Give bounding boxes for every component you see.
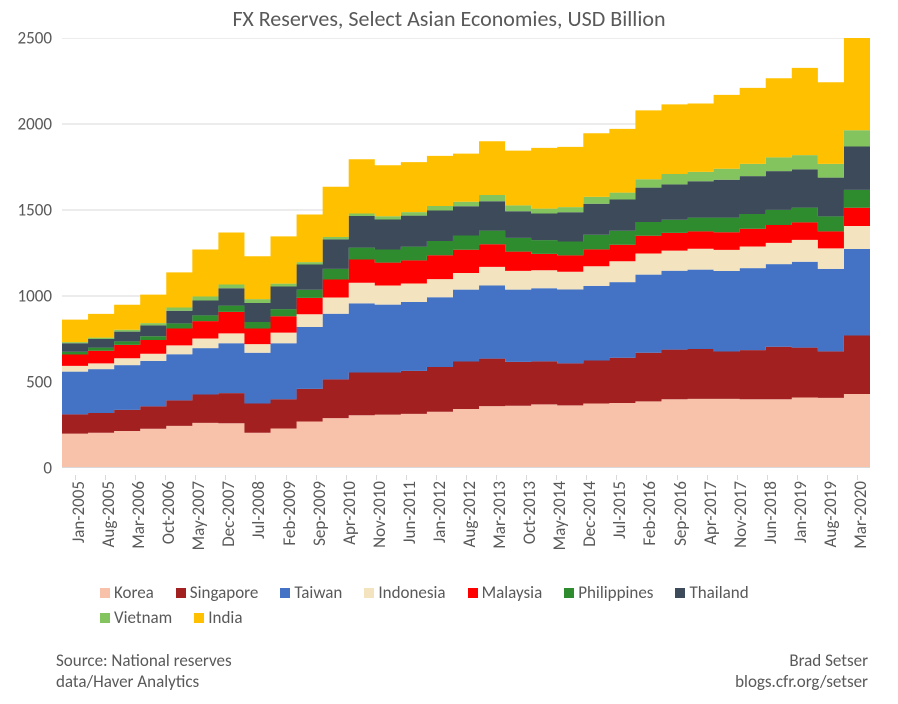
x-tick-label: Jul-2008 <box>248 481 269 539</box>
source-text: Source: National reserves data/Haver Ana… <box>56 650 232 693</box>
legend-item: Taiwan <box>280 582 342 603</box>
x-tick-label: Apr-2017 <box>700 481 721 545</box>
x-tick-label: Oct-2013 <box>519 481 540 544</box>
legend-swatch <box>564 588 574 598</box>
x-tick-label: Sep-2009 <box>309 481 330 546</box>
legend-label: India <box>208 607 242 628</box>
legend-label: Malaysia <box>482 582 543 603</box>
legend-label: Korea <box>114 582 154 603</box>
x-tick-label: Apr-2010 <box>339 481 360 545</box>
chart-title: FX Reserves, Select Asian Economies, USD… <box>0 5 898 32</box>
legend-swatch <box>364 588 374 598</box>
legend-swatch <box>176 588 186 598</box>
x-tick-label: Mar-2006 <box>128 481 149 549</box>
legend-swatch <box>194 613 204 623</box>
legend-label: Taiwan <box>294 582 342 603</box>
y-tick-label: 1000 <box>18 286 52 307</box>
y-axis: 05001000150020002500 <box>0 38 58 468</box>
legend-label: Vietnam <box>114 607 172 628</box>
x-tick-label: Aug-2012 <box>459 481 480 547</box>
attrib-line: blogs.cfr.org/setser <box>735 671 868 692</box>
y-tick-label: 500 <box>26 372 52 393</box>
x-tick-label: Dec-2007 <box>218 481 239 547</box>
y-tick-label: 0 <box>43 458 52 479</box>
x-tick-label: Oct-2006 <box>158 481 179 544</box>
legend-swatch <box>280 588 290 598</box>
x-tick-label: Jan-2005 <box>68 481 89 543</box>
x-tick-label: Jan-2012 <box>429 481 450 543</box>
legend-label: Singapore <box>190 582 259 603</box>
source-line: data/Haver Analytics <box>56 671 232 692</box>
source-line: Source: National reserves <box>56 650 232 671</box>
chart-container: FX Reserves, Select Asian Economies, USD… <box>0 0 898 704</box>
legend-item: Thailand <box>675 582 748 603</box>
x-tick-label: Jun-2018 <box>760 481 781 544</box>
plot-area <box>62 38 870 468</box>
legend-item: Indonesia <box>364 582 445 603</box>
legend-item: Philippines <box>564 582 653 603</box>
y-tick-label: 2000 <box>18 114 52 135</box>
legend-label: Philippines <box>578 582 653 603</box>
legend-item: India <box>194 607 242 628</box>
x-tick-label: Jan-2019 <box>790 481 811 543</box>
x-tick-label: Mar-2013 <box>489 481 510 549</box>
legend-swatch <box>100 613 110 623</box>
x-tick-label: Aug-2019 <box>820 481 841 547</box>
legend-item: Singapore <box>176 582 259 603</box>
attribution-text: Brad Setser blogs.cfr.org/setser <box>735 650 868 693</box>
legend-swatch <box>100 588 110 598</box>
x-tick-label: Aug-2005 <box>98 481 119 547</box>
legend-item: Korea <box>100 582 154 603</box>
x-tick-label: Nov-2017 <box>730 481 751 548</box>
legend-label: Thailand <box>689 582 748 603</box>
x-tick-label: Feb-2016 <box>639 481 660 546</box>
x-tick-label: Dec-2014 <box>579 481 600 547</box>
legend-swatch <box>468 588 478 598</box>
legend-item: Vietnam <box>100 607 172 628</box>
x-tick-label: Jul-2015 <box>609 481 630 539</box>
x-tick-label: Jun-2011 <box>399 481 420 544</box>
legend: Korea Singapore Taiwan Indonesia Malaysia Phi… <box>100 582 820 628</box>
x-tick-label: Mar-2020 <box>850 481 871 549</box>
x-axis: Jan-2005 Aug-2005 Mar-2006 Oct-2006 May-2007… <box>62 475 870 580</box>
attrib-line: Brad Setser <box>735 650 868 671</box>
y-tick-label: 1500 <box>18 200 52 221</box>
legend-swatch <box>675 588 685 598</box>
legend-item: Malaysia <box>468 582 543 603</box>
x-tick-label: Sep-2016 <box>670 481 691 546</box>
x-tick-label: May-2014 <box>549 481 570 550</box>
x-tick-label: May-2007 <box>188 481 209 550</box>
y-tick-label: 2500 <box>18 28 52 49</box>
x-tick-label: Nov-2010 <box>369 481 390 548</box>
legend-label: Indonesia <box>378 582 445 603</box>
x-tick-label: Feb-2009 <box>279 481 300 546</box>
